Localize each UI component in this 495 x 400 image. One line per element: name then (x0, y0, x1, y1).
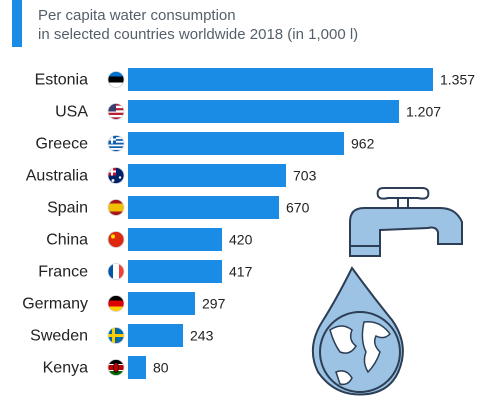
bar (128, 68, 433, 91)
water-tap-globe-drop-icon (311, 187, 463, 396)
data-label: 80 (153, 360, 169, 376)
category-label: Kenya (43, 360, 88, 377)
chart-subtitle: Per capita water consumption in selected… (38, 6, 358, 44)
category-label: Greece (36, 136, 89, 153)
bar (128, 260, 222, 283)
germany-flag-icon (107, 295, 125, 312)
category-label: Spain (47, 200, 88, 217)
bar (128, 196, 279, 219)
data-label: 962 (351, 136, 375, 152)
category-label: Estonia (35, 72, 88, 89)
header-accent-bar (12, 0, 22, 47)
bar (128, 292, 195, 315)
subtitle-line-1: Per capita water consumption (38, 7, 236, 24)
greece-flag-icon (107, 135, 125, 152)
kenya-flag-icon (107, 359, 125, 376)
bar (128, 228, 222, 251)
data-label: 1.357 (440, 72, 475, 88)
category-label: Australia (26, 168, 88, 185)
data-label: 417 (229, 264, 253, 280)
bar (128, 132, 344, 155)
bar-group: Estonia 1.357 USA 1.207 Greece 962 Australia 70… (22, 68, 475, 379)
data-label: 420 (229, 232, 253, 248)
bar (128, 100, 399, 123)
data-label: 243 (190, 328, 214, 344)
china-flag-icon (107, 231, 125, 248)
subtitle-line-2: in selected countries worldwide 2018 (in… (38, 26, 359, 43)
bar (128, 356, 146, 379)
data-label: 297 (202, 296, 226, 312)
usa-flag-icon (107, 103, 125, 120)
category-label: France (38, 264, 88, 281)
spain-flag-icon (107, 199, 125, 216)
data-label: 703 (293, 168, 317, 184)
bar (128, 164, 286, 187)
category-label: Sweden (30, 328, 88, 345)
sweden-flag-icon (107, 327, 125, 344)
australia-flag-icon (107, 167, 125, 184)
data-label: 670 (286, 200, 310, 216)
category-label: USA (55, 104, 88, 121)
category-label: Germany (22, 296, 88, 313)
estonia-flag-icon (107, 71, 125, 88)
data-label: 1.207 (406, 104, 441, 120)
bar (128, 324, 183, 347)
category-label: China (46, 232, 88, 249)
france-flag-icon (107, 263, 125, 280)
